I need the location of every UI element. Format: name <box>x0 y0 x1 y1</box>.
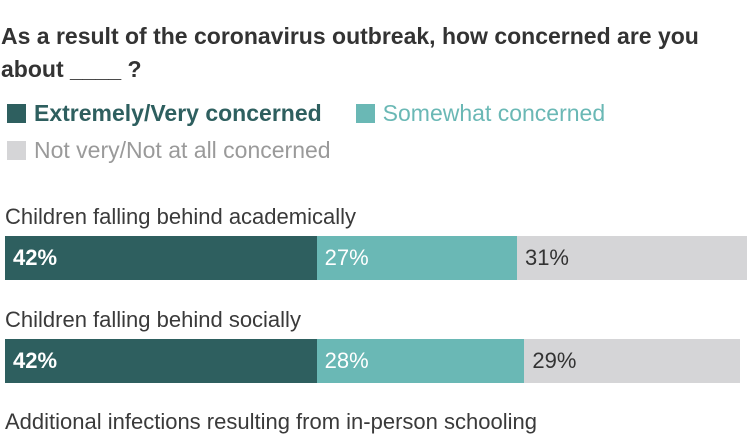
stacked-bar: 42% 28% 29% <box>5 339 747 383</box>
category-label: Children falling behind socially <box>5 307 301 332</box>
bar-segment: 42% <box>5 236 317 280</box>
bar-segment: 27% <box>316 236 517 280</box>
stacked-bar: 42% 27% 31% <box>5 236 747 280</box>
legend-label: Extremely/Very concerned <box>34 99 322 126</box>
chart-title: As a result of the coronavirus outbreak,… <box>1 23 699 82</box>
bar-segment: 31% <box>516 236 747 280</box>
legend-swatch <box>355 103 375 123</box>
category-label: Children falling behind academically <box>5 204 356 229</box>
legend-swatch <box>7 103 26 123</box>
data-label: 28% <box>324 348 369 373</box>
category-label: Additional infections resulting from in-… <box>5 409 537 434</box>
legend-label: Somewhat concerned <box>382 99 606 126</box>
bar-segment: 29% <box>524 339 740 383</box>
legend-item-extremely-very: Extremely/Very concerned <box>7 100 322 127</box>
bar-segment: 42% <box>5 339 317 383</box>
legend-row-1: Extremely/Very concerned Somewhat concer… <box>7 98 639 128</box>
data-label: 42% <box>13 348 58 373</box>
legend-row-2: Not very/Not at all concerned <box>7 135 365 165</box>
data-label: 27% <box>324 245 369 270</box>
data-label: 29% <box>532 348 577 373</box>
legend-swatch <box>7 140 26 160</box>
data-label: 31% <box>524 245 569 270</box>
bar-segment: 28% <box>316 339 525 383</box>
legend-item-somewhat: Somewhat concerned <box>355 99 606 127</box>
legend-item-not-very: Not very/Not at all concerned <box>7 137 331 164</box>
legend-label: Not very/Not at all concerned <box>34 136 331 163</box>
data-label: 42% <box>13 245 58 270</box>
